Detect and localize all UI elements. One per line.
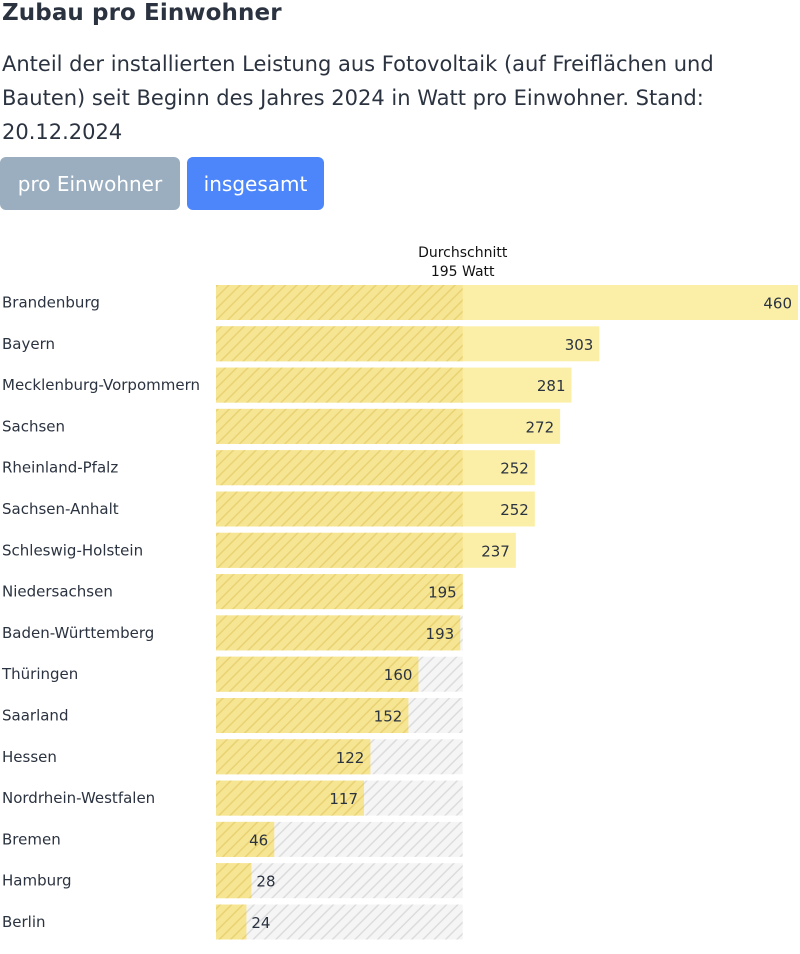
bar-average-segment <box>216 821 275 857</box>
bar-average-segment <box>216 326 463 362</box>
bar-average-segment <box>216 532 463 568</box>
average-value-label: 195 Watt <box>431 264 495 280</box>
total-button[interactable]: insgesamt <box>187 157 324 210</box>
bar-row: Baden-Württemberg 193 <box>2 615 463 651</box>
category-label: Sachsen-Anhalt <box>2 500 119 518</box>
value-label: 252 <box>500 460 529 478</box>
category-label: Bremen <box>2 830 61 848</box>
per-capita-button[interactable]: pro Einwohner <box>0 157 180 210</box>
value-label: 117 <box>329 790 358 808</box>
value-label: 28 <box>256 873 275 891</box>
category-label: Berlin <box>2 913 46 931</box>
value-label: 281 <box>537 377 566 395</box>
bar-row: Thüringen 160 <box>1 656 463 692</box>
bar-average-segment <box>216 656 419 692</box>
average-backdrop <box>216 904 463 940</box>
bar-row: Sachsen-Anhalt 252 <box>2 491 535 527</box>
bar-average-segment <box>216 698 409 733</box>
value-label: 252 <box>500 501 529 519</box>
bar-row: Niedersachsen 195 <box>2 574 463 610</box>
bar-average-segment <box>216 904 247 940</box>
bar-average-segment <box>216 739 371 775</box>
value-label: 460 <box>763 295 792 313</box>
bar-average-segment <box>216 408 463 444</box>
value-label: 160 <box>384 666 413 684</box>
category-label: Niedersachsen <box>2 583 113 601</box>
value-label: 46 <box>249 831 268 849</box>
category-label: Saarland <box>2 707 68 725</box>
category-label: Schleswig-Holstein <box>2 541 143 559</box>
bar-average-segment <box>216 574 463 610</box>
category-label: Nordrhein-Westfalen <box>2 789 155 807</box>
bar-row: Schleswig-Holstein 237 <box>2 532 516 568</box>
value-label: 195 <box>428 584 457 602</box>
bar-row: Sachsen 272 <box>2 408 561 444</box>
category-label: Baden-Württemberg <box>2 624 154 642</box>
category-label: Hessen <box>2 748 57 766</box>
bar-average-segment <box>216 450 463 486</box>
value-label: 237 <box>481 542 510 560</box>
bar-average-segment <box>216 285 463 320</box>
value-label: 272 <box>525 418 554 436</box>
average-label: Durchschnitt <box>418 245 508 261</box>
value-label: 24 <box>251 914 270 932</box>
bar-row: Brandenburg 460 <box>2 285 798 320</box>
category-label: Brandenburg <box>2 294 100 312</box>
bar-row: Berlin 24 <box>2 904 463 940</box>
bar-row: Hessen 122 <box>2 739 463 775</box>
page-title: Zubau pro Einwohner <box>2 0 282 26</box>
value-label: 303 <box>565 336 594 354</box>
bar-row: Bayern 303 <box>2 326 600 362</box>
bar-average-segment <box>216 615 461 651</box>
bar-average-segment <box>216 780 365 816</box>
bar-average-segment <box>216 367 463 403</box>
value-label: 193 <box>426 625 455 643</box>
average-backdrop <box>216 863 463 899</box>
bar-row: Bremen 46 <box>2 821 463 857</box>
chart-subtitle: Anteil der installierten Leistung aus Fo… <box>2 52 714 144</box>
bar-row: Rheinland-Pfalz 252 <box>2 450 535 486</box>
bar-average-segment <box>216 491 463 527</box>
bar-row: Hamburg 28 <box>2 863 463 899</box>
bar-chart: Durchschnitt 195 Watt Brandenburg 460 Baye… <box>1 245 798 940</box>
bar-row: Saarland 152 <box>2 698 463 733</box>
category-label: Hamburg <box>2 872 72 890</box>
category-label: Rheinland-Pfalz <box>2 459 118 477</box>
bar-average-segment <box>216 863 252 899</box>
bar-row: Mecklenburg-Vorpommern 281 <box>2 367 572 403</box>
bar-row: Nordrhein-Westfalen 117 <box>2 780 463 816</box>
category-label: Mecklenburg-Vorpommern <box>2 376 200 394</box>
value-label: 122 <box>336 749 365 767</box>
category-label: Thüringen <box>1 665 78 683</box>
value-label: 152 <box>374 708 403 726</box>
category-label: Bayern <box>2 335 55 353</box>
category-label: Sachsen <box>2 417 65 435</box>
